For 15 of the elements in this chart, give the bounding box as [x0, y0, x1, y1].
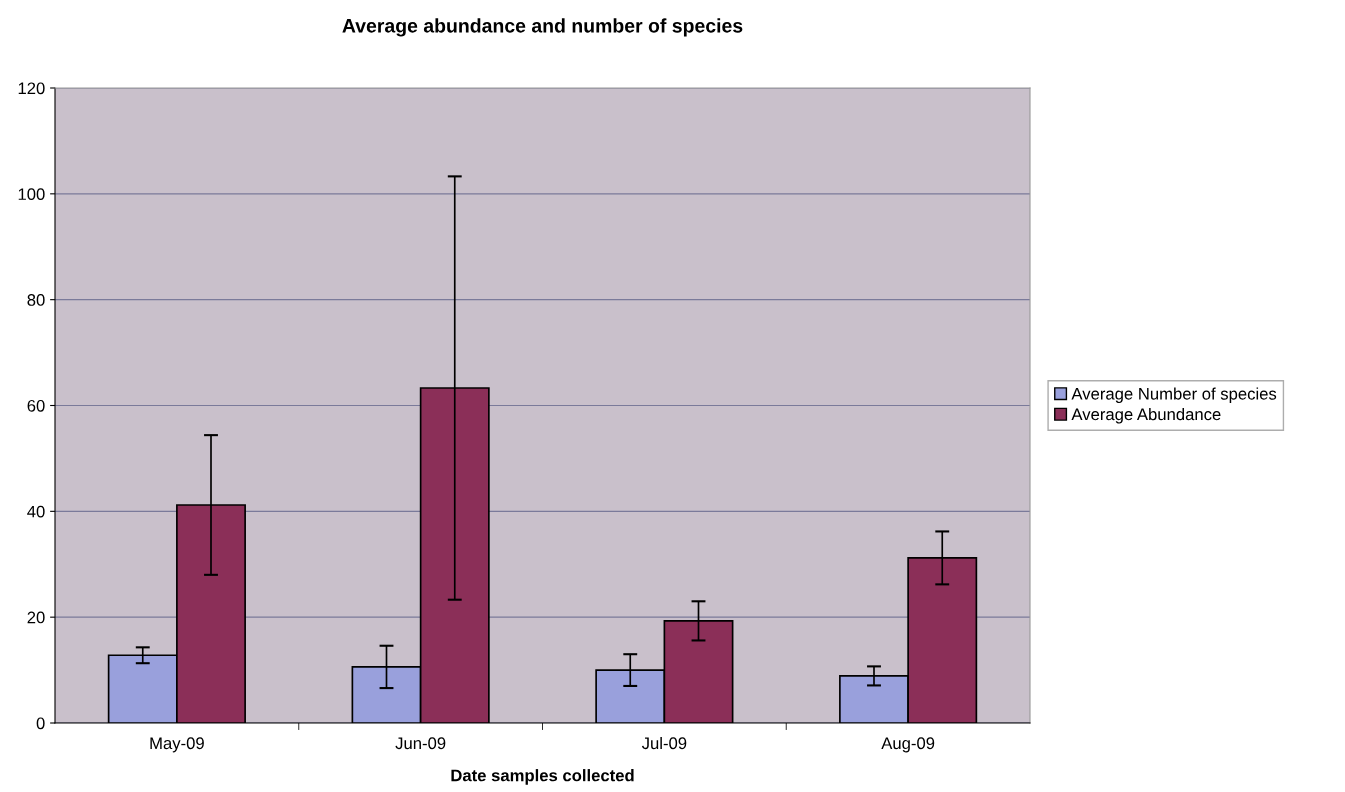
legend-label: Average Abundance [1071, 408, 1221, 424]
y-tick-label: 80 [27, 294, 45, 306]
legend-label: Average Number of species [1071, 387, 1277, 403]
chart-title: Average abundance and number of species [342, 18, 743, 37]
y-tick-label: 120 [18, 82, 45, 95]
x-axis-title: Date samples collected [451, 769, 634, 785]
x-tick-label: Jul-09 [641, 736, 687, 750]
x-tick-label: May-09 [150, 737, 204, 753]
y-tick-label: 40 [27, 505, 45, 518]
y-tick-label: 100 [18, 188, 45, 201]
x-tick-label: Jun-09 [395, 737, 446, 750]
y-tick-label: 20 [27, 611, 45, 624]
x-tick-label: Aug-09 [881, 737, 935, 753]
y-tick-label: 60 [27, 399, 45, 412]
y-tick-label: 0 [36, 717, 45, 730]
